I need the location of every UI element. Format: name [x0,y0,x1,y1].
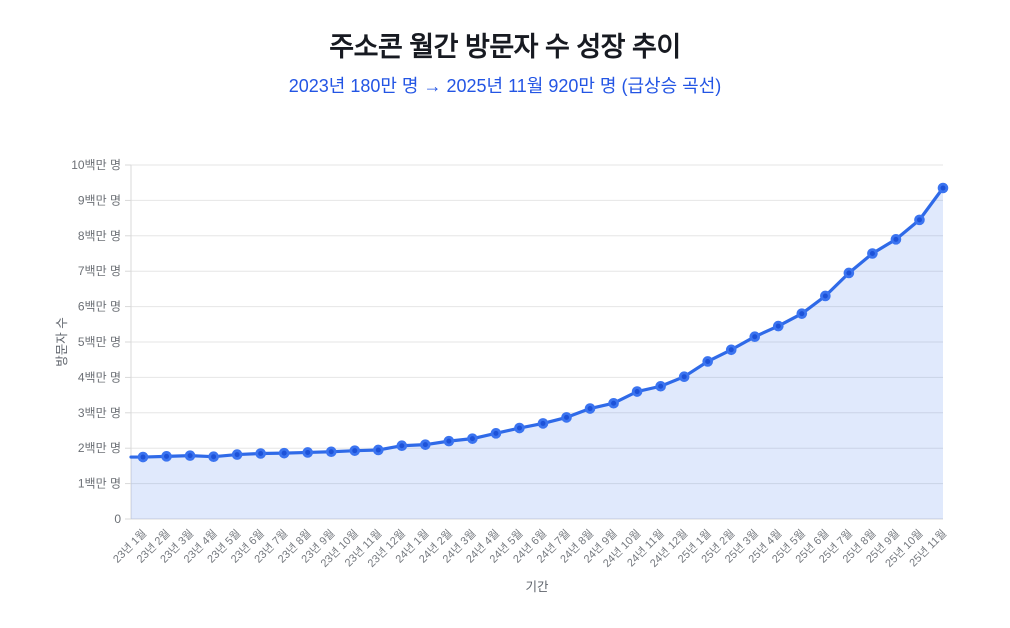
data-point-core [140,454,146,460]
y-tick-label: 9백만 명 [78,193,121,207]
y-tick-label: 5백만 명 [78,335,121,349]
data-point-core [281,450,287,456]
data-point-core [493,430,499,436]
data-point-core [564,414,570,420]
data-point-core [187,453,193,459]
data-point-core [469,436,475,442]
y-tick-label: 3백만 명 [78,406,121,420]
data-point-core [634,389,640,395]
data-point-core [446,438,452,444]
data-point-core [658,383,664,389]
data-point-core [305,449,311,455]
data-point-core [587,406,593,412]
data-point-core [728,347,734,353]
data-point-core [211,454,217,460]
y-tick-label: 8백만 명 [78,229,121,243]
data-point-core [258,451,264,457]
data-point-core [705,358,711,364]
x-axis-title: 기간 [525,580,549,594]
y-tick-label: 6백만 명 [78,300,121,314]
data-point-core [234,452,240,458]
data-point-core [893,236,899,242]
data-point-core [375,447,381,453]
page-subtitle: 2023년 180만 명 → 2025년 11월 920만 명 (급상승 곡선) [288,76,722,96]
data-point-core [399,443,405,449]
data-point-core [422,442,428,448]
data-point-core [940,185,946,191]
data-point-core [822,293,828,299]
data-point-core [164,453,170,459]
data-point-core [775,323,781,329]
data-point-core [681,374,687,380]
data-point-core [516,425,522,431]
y-tick-label: 4백만 명 [78,370,121,384]
y-tick-label: 2백만 명 [78,441,121,455]
data-point-core [752,334,758,340]
y-axis-title: 방문자 수 [55,317,69,366]
data-point-core [540,420,546,426]
data-point-core [352,448,358,454]
data-point-core [916,217,922,223]
chart-header: 주소콘 월간 방문자 수 성장 추이 2023년 180만 명 → 2025년 … [0,30,1010,97]
data-point-core [328,449,334,455]
page-title: 주소콘 월간 방문자 수 성장 추이 [329,32,681,62]
y-tick-label: 0 [114,512,121,526]
data-point-core [611,400,617,406]
y-tick-label: 10백만 명 [71,158,121,172]
data-point-core [846,270,852,276]
y-tick-label: 7백만 명 [78,264,121,278]
data-point-core [869,251,875,256]
y-tick-label: 1백만 명 [78,477,121,491]
series-area-fill [131,188,943,519]
data-point-core [799,311,805,317]
